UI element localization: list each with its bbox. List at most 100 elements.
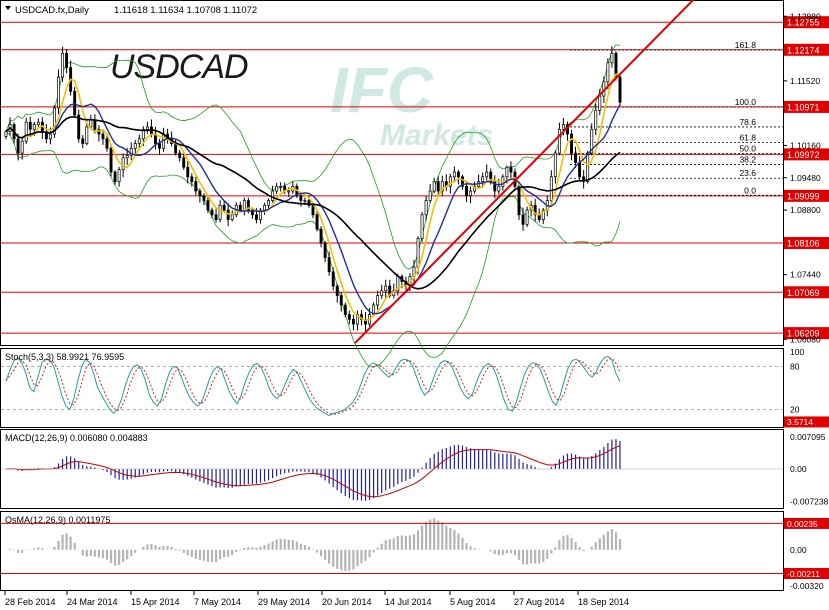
- date-tick-label: 14 Jul 2014: [385, 597, 432, 607]
- candle-body: [24, 121, 28, 142]
- candle-body: [186, 166, 190, 178]
- stoch-signal-line: [5, 357, 621, 415]
- level-label-bg: [784, 100, 829, 113]
- fib-label: 100.0: [735, 97, 757, 107]
- candle-body: [117, 169, 121, 182]
- candle-body: [505, 166, 509, 178]
- candle-body: [65, 52, 69, 68]
- candle-body: [145, 126, 149, 130]
- candle-body: [133, 143, 137, 149]
- candle-body: [230, 214, 234, 220]
- date-tick-label: 7 May 2014: [194, 597, 241, 607]
- date-tick-label: 28 Feb 2014: [5, 597, 56, 607]
- candle-body: [448, 176, 452, 187]
- candle-body: [327, 257, 331, 273]
- candle-body: [610, 52, 614, 64]
- candle-body: [105, 138, 109, 149]
- level-label-bg: [784, 16, 829, 29]
- candle-body: [570, 133, 573, 154]
- macd-tick-label: -0.007238: [790, 497, 829, 507]
- candle-body: [214, 214, 218, 220]
- price-panel[interactable]: [0, 0, 784, 346]
- fib-label: 161.8: [735, 40, 757, 50]
- osma-level-label: 0.00235: [787, 519, 818, 529]
- watermark: USDCAD IFC Markets: [110, 48, 493, 152]
- candle-body: [428, 190, 432, 201]
- candle-body: [424, 200, 428, 216]
- candle-body: [222, 204, 226, 211]
- stoch-tick-label: 80: [790, 361, 800, 371]
- candle-body: [319, 228, 323, 244]
- candle-body: [36, 121, 40, 125]
- candle-body: [178, 152, 182, 159]
- candle-body: [218, 204, 222, 220]
- candle-body: [436, 181, 440, 192]
- candle-body: [210, 209, 214, 216]
- level-label: 1.08106: [787, 239, 820, 249]
- candle-body: [586, 152, 590, 182]
- candle-body: [141, 128, 145, 140]
- candle-body: [194, 181, 198, 192]
- candle-body: [28, 121, 32, 130]
- price-tick-label: 1.09480: [790, 173, 821, 183]
- candle-body: [473, 185, 477, 192]
- candle-body: [198, 190, 202, 197]
- candle-body: [287, 190, 291, 193]
- candle-body: [4, 131, 8, 137]
- level-label: 1.09972: [787, 150, 820, 160]
- candle-body: [549, 176, 553, 201]
- candle-body: [77, 114, 81, 140]
- price-tick-label: 1.07440: [790, 270, 821, 280]
- candle-body: [190, 176, 194, 182]
- candle-body: [299, 195, 303, 201]
- stoch-tick-label: 20: [790, 405, 800, 415]
- candle-body: [89, 119, 93, 128]
- candle-body: [48, 133, 52, 140]
- chart-ohlc: 1.11618 1.11634 1.10708 1.11072: [114, 5, 257, 16]
- candle-body: [250, 209, 254, 216]
- macd-tick-label: 0.00: [790, 464, 807, 474]
- bollinger-upper-line: [5, 44, 621, 270]
- chart-header: USDCAD.fx,Daily 1.11618 1.11634 1.10708 …: [5, 5, 257, 16]
- osma-level-label-bg: [784, 568, 829, 580]
- candle-body: [578, 162, 582, 178]
- candle-body: [420, 214, 424, 239]
- candle-body: [101, 133, 105, 140]
- candle-body: [85, 126, 89, 144]
- collapse-arrow-icon[interactable]: [5, 6, 11, 10]
- candle-body: [432, 181, 436, 192]
- date-tick-label: 15 Apr 2014: [131, 597, 180, 607]
- candle-body: [259, 209, 262, 220]
- candle-body: [174, 143, 178, 154]
- candle-body: [44, 131, 48, 140]
- candle-body: [271, 190, 275, 201]
- level-label-bg: [784, 148, 829, 161]
- date-tick-label: 20 Jun 2014: [322, 597, 372, 607]
- candle-body: [590, 128, 594, 154]
- level-label: 1.12174: [787, 45, 820, 55]
- fib-label: 38.2: [739, 154, 756, 164]
- candle-body: [339, 295, 343, 306]
- candle-body: [574, 152, 578, 163]
- candle-body: [331, 271, 335, 287]
- macd-tick-label: 0.007095: [790, 432, 826, 442]
- candle-body: [343, 304, 347, 315]
- watermark-brand: IFC: [330, 54, 434, 126]
- trend-line: [354, 0, 695, 344]
- candle-body: [311, 204, 315, 216]
- candle-body: [618, 76, 622, 103]
- candle-body: [440, 181, 444, 192]
- candle-body: [351, 318, 355, 325]
- fib-label: 78.6: [739, 117, 756, 127]
- candle-body: [32, 124, 36, 130]
- stoch-panel[interactable]: [0, 348, 784, 428]
- price-tick-label: 1.12880: [790, 11, 821, 21]
- candle-body: [456, 171, 460, 178]
- date-tick-label: 5 Aug 2014: [450, 597, 496, 607]
- candle-body: [461, 176, 464, 187]
- date-tick-label: 24 Mar 2014: [67, 597, 118, 607]
- level-label-bg: [784, 189, 829, 202]
- candle-body: [481, 176, 485, 182]
- osma-tick-label: 0.00: [790, 545, 807, 555]
